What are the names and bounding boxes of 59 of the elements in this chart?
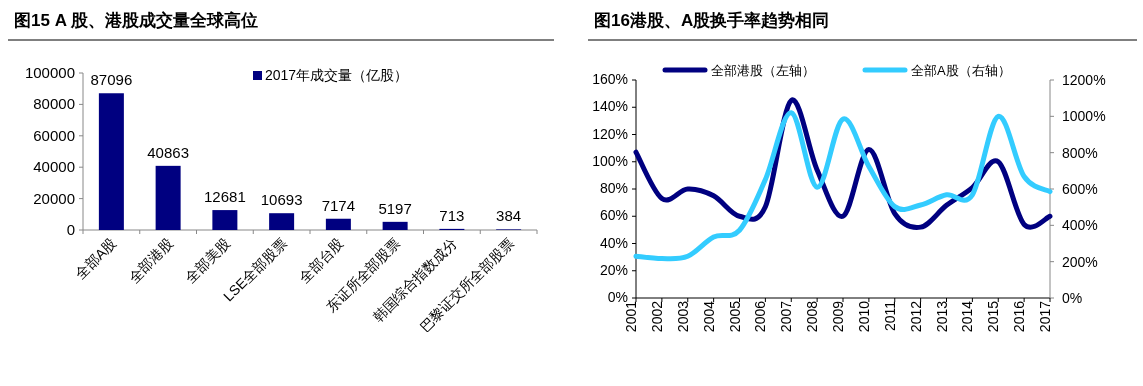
x-tick-label: 2002 (648, 300, 665, 333)
y2-tick-label: 800% (1062, 144, 1098, 161)
x-tick-label: 2006 (752, 300, 769, 333)
legend-label: 全部港股（左轴） (711, 63, 815, 78)
x-tick-label: 2014 (959, 300, 976, 333)
bar (325, 218, 351, 230)
bar (382, 221, 408, 230)
x-tick-label: 2017 (1037, 300, 1053, 333)
legend-label: 全部A股（右轴） (911, 63, 1011, 78)
data-label: 10693 (260, 191, 303, 209)
y-tick-label: 80% (599, 180, 628, 196)
x-tick-label: 2012 (907, 300, 924, 333)
chart-title: 图16港股、A股换手率趋势相同 (594, 11, 830, 30)
chart-title: 图15 A 股、港股成交量全球高位 (14, 11, 259, 30)
y-tick-label: 0% (607, 289, 628, 305)
y2-tick-label: 1200% (1062, 72, 1106, 88)
y-tick-label: 140% (592, 98, 628, 115)
y-tick-label: 60% (599, 207, 628, 224)
y2-tick-label: 400% (1062, 217, 1098, 234)
data-label: 384 (496, 207, 522, 225)
y-tick-label: 100000 (24, 64, 75, 81)
legend-label: 2017年成交量（亿股） (265, 67, 409, 83)
y2-tick-label: 1000% (1062, 108, 1106, 125)
data-label: 40863 (147, 143, 189, 161)
y2-tick-label: 200% (1062, 253, 1098, 270)
x-tick-label: 2005 (726, 300, 743, 333)
y-tick-label: 40000 (33, 158, 75, 176)
data-label: 12681 (204, 188, 246, 206)
y-tick-label: 60000 (33, 126, 75, 144)
y-tick-label: 100% (592, 152, 628, 169)
x-tick-label: 全部台股 (295, 234, 347, 286)
x-tick-label: 2013 (933, 300, 950, 333)
y-tick-label: 120% (592, 125, 628, 142)
x-tick-label: 全部港股 (125, 234, 177, 286)
bar (98, 93, 124, 230)
x-tick-label: 2008 (804, 300, 821, 333)
data-label: 5197 (378, 199, 412, 217)
y-tick-label: 20000 (33, 189, 75, 207)
data-label: 87096 (90, 71, 133, 89)
x-tick-label: 全部美股 (182, 234, 233, 286)
bar (155, 165, 181, 230)
bar (212, 210, 238, 230)
y2-tick-label: 600% (1062, 181, 1098, 197)
y-tick-label: 160% (592, 71, 628, 87)
x-tick-label: 2007 (778, 300, 795, 333)
x-tick-label: 2016 (1011, 300, 1028, 333)
x-tick-label: 2010 (855, 300, 872, 333)
x-tick-label: 2003 (674, 300, 691, 333)
data-label: 7174 (321, 196, 356, 214)
x-tick-label: 2015 (985, 300, 1002, 333)
y-tick-label: 80000 (33, 95, 75, 113)
y2-tick-label: 0% (1062, 290, 1083, 306)
bar (269, 213, 295, 230)
x-tick-label: 2004 (700, 300, 717, 333)
y-tick-label: 40% (599, 234, 628, 251)
y-tick-label: 20% (599, 261, 628, 278)
x-tick-label: 2011 (881, 300, 898, 332)
x-tick-label: 2009 (830, 300, 846, 333)
data-label: 713 (439, 206, 465, 224)
